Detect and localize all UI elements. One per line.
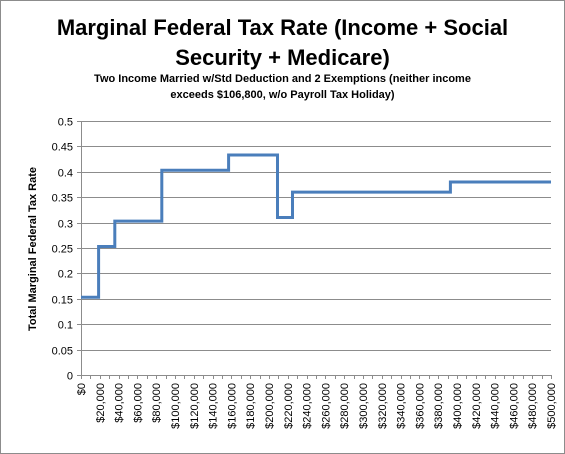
x-tick-label: $480,000 [527,383,539,429]
y-tick-label: 0.15 [52,295,73,307]
x-tick-label: $0 [76,383,88,395]
series-line [81,153,551,299]
x-tick-label: $80,000 [151,383,163,423]
gridlines [81,121,551,351]
y-tick-label: 0.25 [52,244,73,256]
x-tick-label: $340,000 [396,383,408,429]
x-tick-label: $140,000 [208,383,220,429]
x-tick-label: $440,000 [490,383,502,429]
x-tick-label: $60,000 [132,383,144,423]
y-tick-label: 0.45 [52,142,73,154]
y-tick-label: 0.4 [58,168,73,180]
x-tick-label: $460,000 [508,383,520,429]
y-tick-labels: 0 0.05 0.1 0.15 0.2 0.25 0.3 0.35 0.4 0.45 0.5 [52,117,73,383]
x-tick-label: $260,000 [320,383,332,429]
x-tick-label: $280,000 [339,383,351,429]
y-tick-label: 0.3 [58,219,73,231]
x-tick-label: $180,000 [245,383,257,429]
y-tick-label: 0.35 [52,193,73,205]
axes [77,121,552,379]
x-tick-label: $200,000 [264,383,276,429]
x-tick-label: $20,000 [95,383,107,423]
x-tick-label: $320,000 [377,383,389,429]
x-tick-label: $120,000 [189,383,201,429]
x-tick-labels: $0 $20,000 $40,000 $60,000 $80,000 $100,000 $1… [76,383,558,429]
x-tick-label: $360,000 [414,383,426,429]
y-tick-label: 0 [67,371,73,383]
x-tick-label: $400,000 [452,383,464,429]
y-tick-label: 0.2 [58,269,73,281]
chart-title: Marginal Federal Tax Rate (Income + Soci… [56,15,509,70]
x-tick-label: $500,000 [546,383,558,429]
x-tick-label: $300,000 [358,383,370,429]
x-tick-label: $420,000 [471,383,483,429]
x-tick-label: $380,000 [433,383,445,429]
y-tick-label: 0.1 [58,320,73,332]
x-tick-label: $160,000 [226,383,238,429]
series-layer [81,153,551,299]
y-tick-label: 0.05 [52,346,73,358]
x-tick-label: $100,000 [170,383,182,429]
x-tick-label: $40,000 [114,383,126,423]
x-tick-label: $240,000 [302,383,314,429]
y-tick-label: 0.5 [58,117,73,129]
x-tick-label: $220,000 [283,383,295,429]
chart-subtitle: Two Income Married w/Std Deduction and 2… [94,73,471,101]
y-axis-title: Total Marginal Federal Tax Rate [27,167,39,331]
